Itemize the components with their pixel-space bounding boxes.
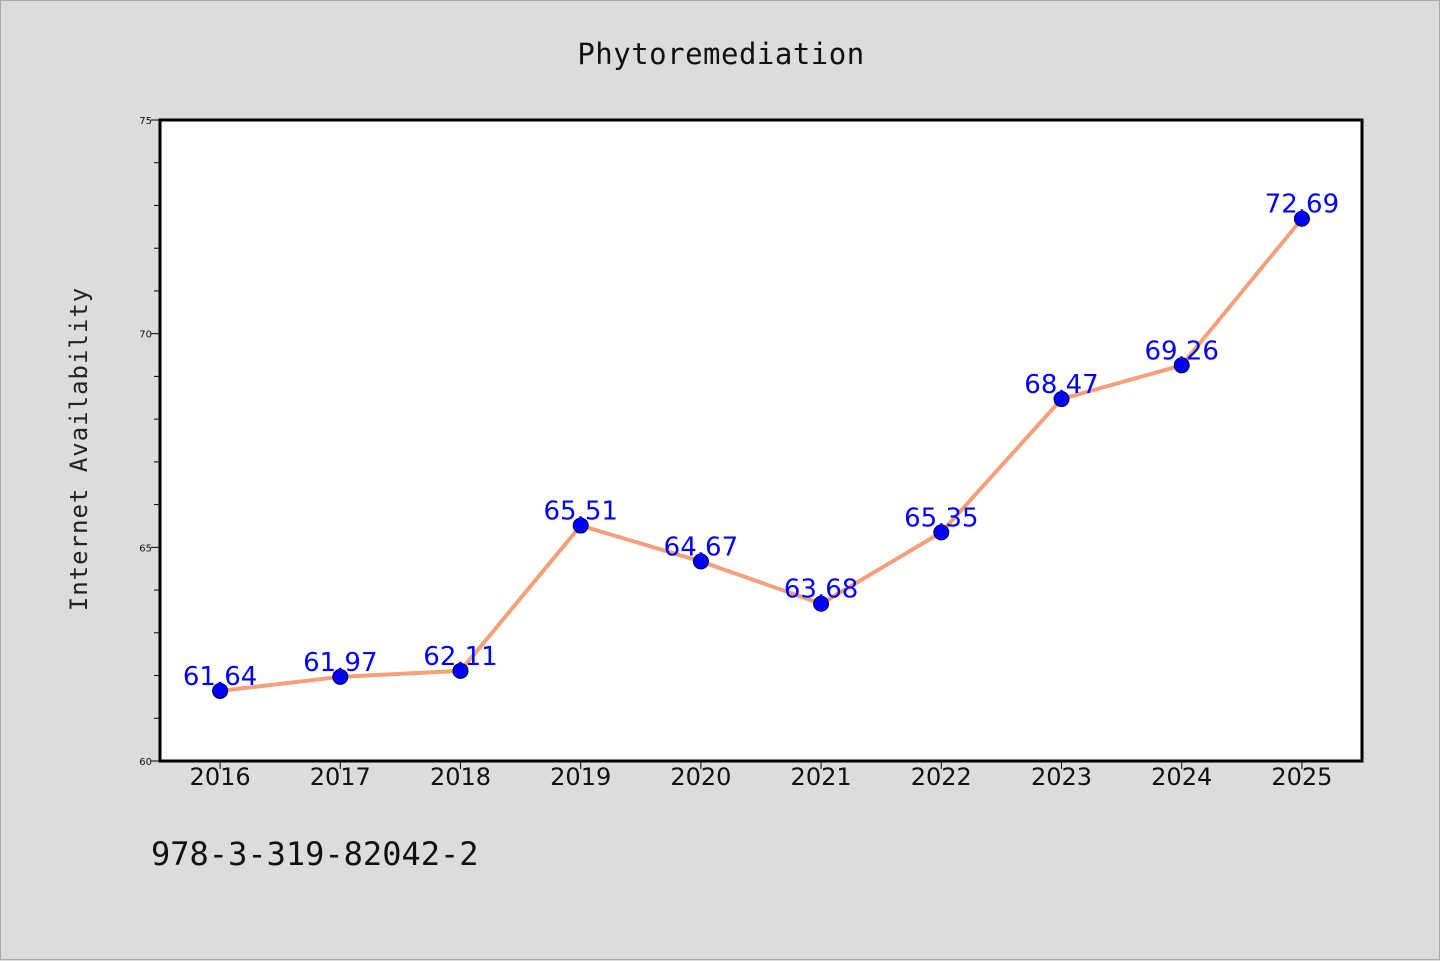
data-label: 68.47 [1024,370,1098,400]
x-axis: 2016 2017 2018 2019 2020 2021 2022 2023 2024 2025 [190,761,1332,791]
markers-layer [212,210,1310,699]
x-tick-label: 2022 [911,763,972,791]
data-label: 61.97 [303,648,377,678]
data-point [933,524,950,541]
data-label: 69.26 [1144,336,1218,366]
data-point [332,668,349,685]
data-point [212,682,229,699]
y-tick-label: 70 [139,330,152,341]
y-axis: 60 65 70 75 [139,116,160,768]
data-point [1173,357,1190,374]
x-tick-label: 2021 [791,763,852,791]
data-point [813,595,830,612]
x-tick-label: 2024 [1151,763,1212,791]
data-label: 72.69 [1265,190,1339,220]
x-tick-label: 2016 [190,763,251,791]
data-label: 61.64 [183,662,257,692]
x-tick-label: 2025 [1271,763,1332,791]
x-tick-label: 2018 [430,763,491,791]
x-tick-label: 2017 [310,763,371,791]
data-label: 64.67 [664,532,738,562]
data-labels-layer: 61.64 61.97 62.11 65.51 64.67 63.68 65.35 68.47… [183,190,1339,692]
x-tick-label: 2019 [550,763,611,791]
plot-area [158,118,1364,763]
data-point [572,517,589,534]
x-tick-label: 2023 [1031,763,1092,791]
y-tick-label: 60 [139,757,152,768]
y-tick-label: 65 [139,543,152,554]
x-tick-label: 2020 [670,763,731,791]
series-line-layer [219,217,1304,693]
data-label: 63.68 [784,575,858,605]
footnote-isbn: 978-3-319-82042-2 [151,835,479,873]
y-axis-label: Internet Availability [65,287,93,611]
data-label: 65.35 [904,503,978,533]
data-point [1293,210,1310,227]
y-tick-label: 75 [139,116,152,127]
data-point [1053,391,1070,408]
series-line [219,217,1304,693]
data-label: 65.51 [543,497,617,527]
data-label: 62.11 [423,642,497,672]
data-point [692,553,709,570]
data-point [452,662,469,679]
chart-title: Phytoremediation [577,37,864,71]
